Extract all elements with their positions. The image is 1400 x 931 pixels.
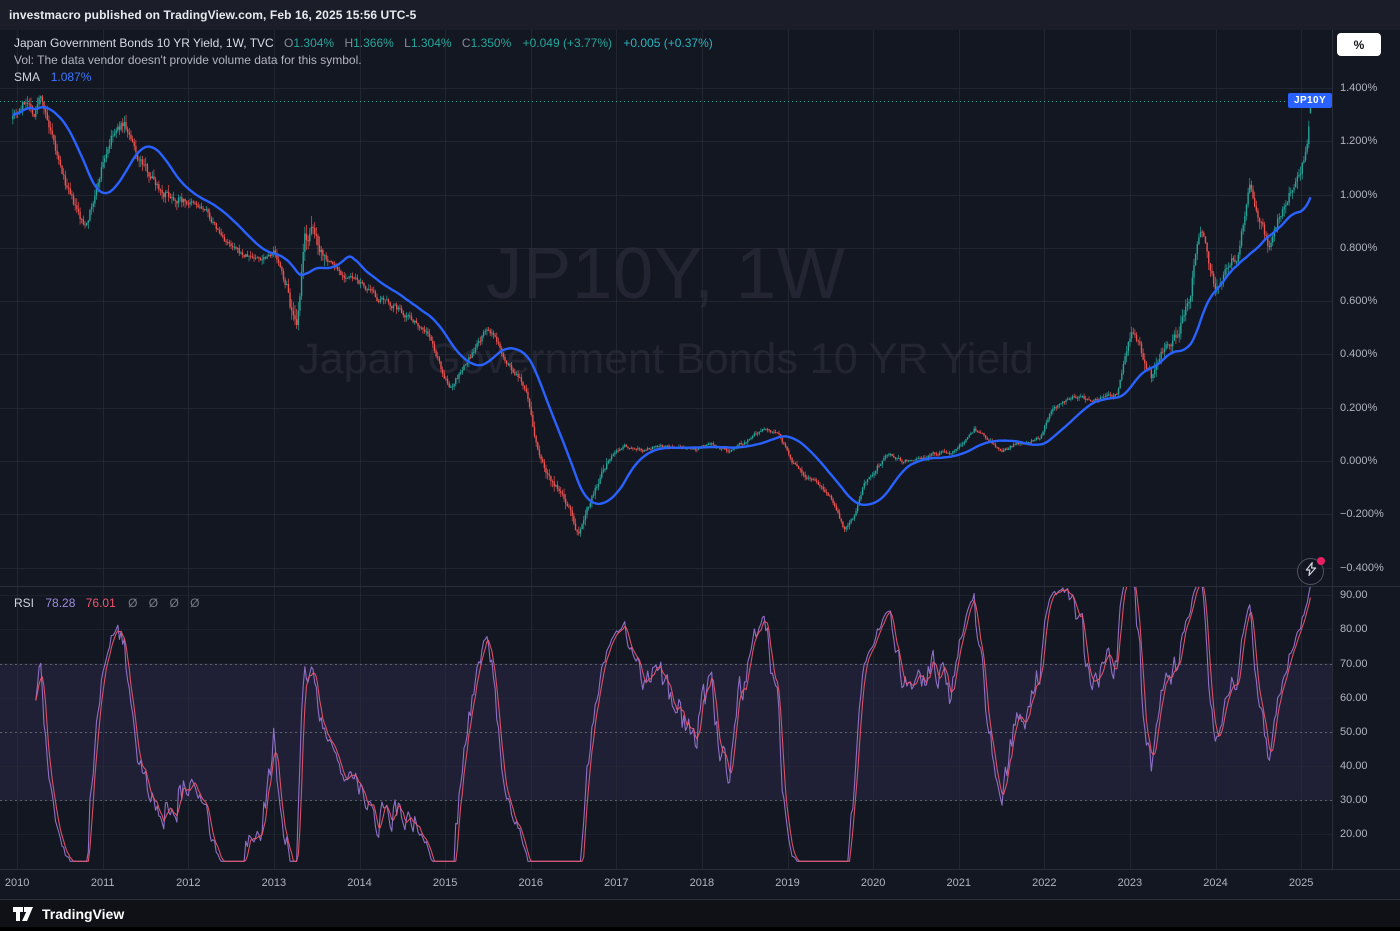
axis-label: 80.00 [1340, 623, 1368, 636]
sma-row: SMA 1.087% [14, 70, 713, 84]
percent-unit-button[interactable]: % [1337, 33, 1381, 56]
time-axis-label: 2014 [347, 877, 372, 889]
time-axis-label: 2021 [946, 877, 971, 889]
sma-value: 1.087% [50, 70, 92, 84]
change-value: +0.049 (+3.77%) [522, 36, 613, 50]
open-value: 1.304% [293, 36, 335, 50]
price-axis[interactable]: 1.400% 1.200% 1.000% 0.800% 0.600% 0.400% 0.20… [1332, 30, 1400, 869]
open-label: O [284, 36, 294, 50]
symbol-title[interactable]: Japan Government Bonds 10 YR Yield, 1W, … [14, 36, 274, 50]
axis-label: 90.00 [1340, 589, 1368, 602]
high-label: H [344, 36, 354, 50]
volume-note: Vol: The data vendor doesn't provide vol… [14, 53, 362, 67]
axis-label: 20.00 [1340, 828, 1368, 840]
axis-label: 50.00 [1340, 725, 1368, 738]
time-axis-label: 2019 [775, 877, 800, 889]
lightning-button[interactable] [1297, 557, 1325, 585]
bottom-strip [0, 927, 1400, 931]
rsi-ma-value: 76.01 [85, 596, 116, 610]
ohlc-row: Japan Government Bonds 10 YR Yield, 1W, … [14, 36, 713, 50]
time-axis-label: 2012 [176, 877, 201, 889]
sma-label[interactable]: SMA [14, 70, 40, 84]
time-axis-label: 2024 [1203, 877, 1228, 889]
time-axis-label: 2017 [604, 877, 629, 889]
high-value: 1.366% [353, 36, 394, 50]
low-value: 1.304% [410, 36, 452, 50]
time-axis-label: 2018 [689, 877, 715, 889]
axis-label: 60.00 [1340, 691, 1368, 704]
footer-bar: TradingView [0, 899, 1400, 927]
axis-label: 0.400% [1340, 348, 1378, 361]
main-price-chart-canvas[interactable] [0, 30, 1332, 586]
rsi-value: 78.28 [45, 596, 76, 610]
axis-label: 1.000% [1340, 188, 1378, 201]
time-axis-label: 2022 [1032, 877, 1057, 889]
time-axis-label: 2023 [1117, 877, 1143, 889]
time-axis[interactable]: 2010 2011 2012 2013 2014 2015 2016 2017 2018 2019… [0, 869, 1400, 899]
axis-label: 1.200% [1340, 135, 1378, 148]
axis-label: 40.00 [1340, 759, 1368, 772]
time-axis-label: 2013 [261, 877, 287, 889]
axis-label: 0.600% [1340, 295, 1378, 308]
axis-label: 0.000% [1340, 455, 1378, 467]
axis-label: 30.00 [1340, 793, 1368, 806]
time-axis-label: 2016 [518, 877, 543, 889]
extended-change-value: +0.005 (+0.37%) [623, 36, 713, 50]
rsi-legend: RSI 78.28 76.01 Ø Ø Ø Ø [14, 596, 203, 610]
time-axis-label: 2020 [860, 877, 886, 889]
main-legend: Japan Government Bonds 10 YR Yield, 1W, … [14, 36, 713, 87]
rsi-hidden-params: Ø Ø Ø Ø [128, 596, 204, 610]
time-axis-label: 2015 [432, 877, 458, 889]
time-axis-label: 2025 [1288, 877, 1314, 889]
symbol-price-badge: JP10Y [1288, 93, 1333, 109]
tradingview-logo-icon[interactable] [12, 906, 34, 922]
axis-label: −0.400% [1340, 561, 1384, 574]
close-label: C [461, 36, 471, 50]
rsi-label[interactable]: RSI [14, 596, 35, 610]
axis-label: 0.200% [1340, 401, 1378, 414]
pane-separator[interactable] [0, 586, 1400, 587]
publish-attribution-link[interactable]: investmacro published on TradingView.com… [9, 8, 417, 22]
tradingview-brand[interactable]: TradingView [42, 905, 125, 922]
axis-label: 70.00 [1340, 657, 1368, 670]
time-axis-label: 2010 [4, 877, 30, 889]
close-value: 1.350% [470, 36, 512, 50]
notification-dot [1317, 557, 1325, 565]
axis-label: 0.800% [1340, 241, 1378, 254]
publish-bar: investmacro published on TradingView.com… [0, 0, 1400, 30]
rsi-indicator-canvas[interactable] [0, 587, 1332, 869]
axis-label: 1.400% [1340, 81, 1378, 94]
time-axis-label: 2011 [90, 877, 115, 889]
low-label: L [404, 36, 411, 50]
lightning-icon [1305, 562, 1317, 581]
axis-label: −0.200% [1340, 508, 1384, 521]
